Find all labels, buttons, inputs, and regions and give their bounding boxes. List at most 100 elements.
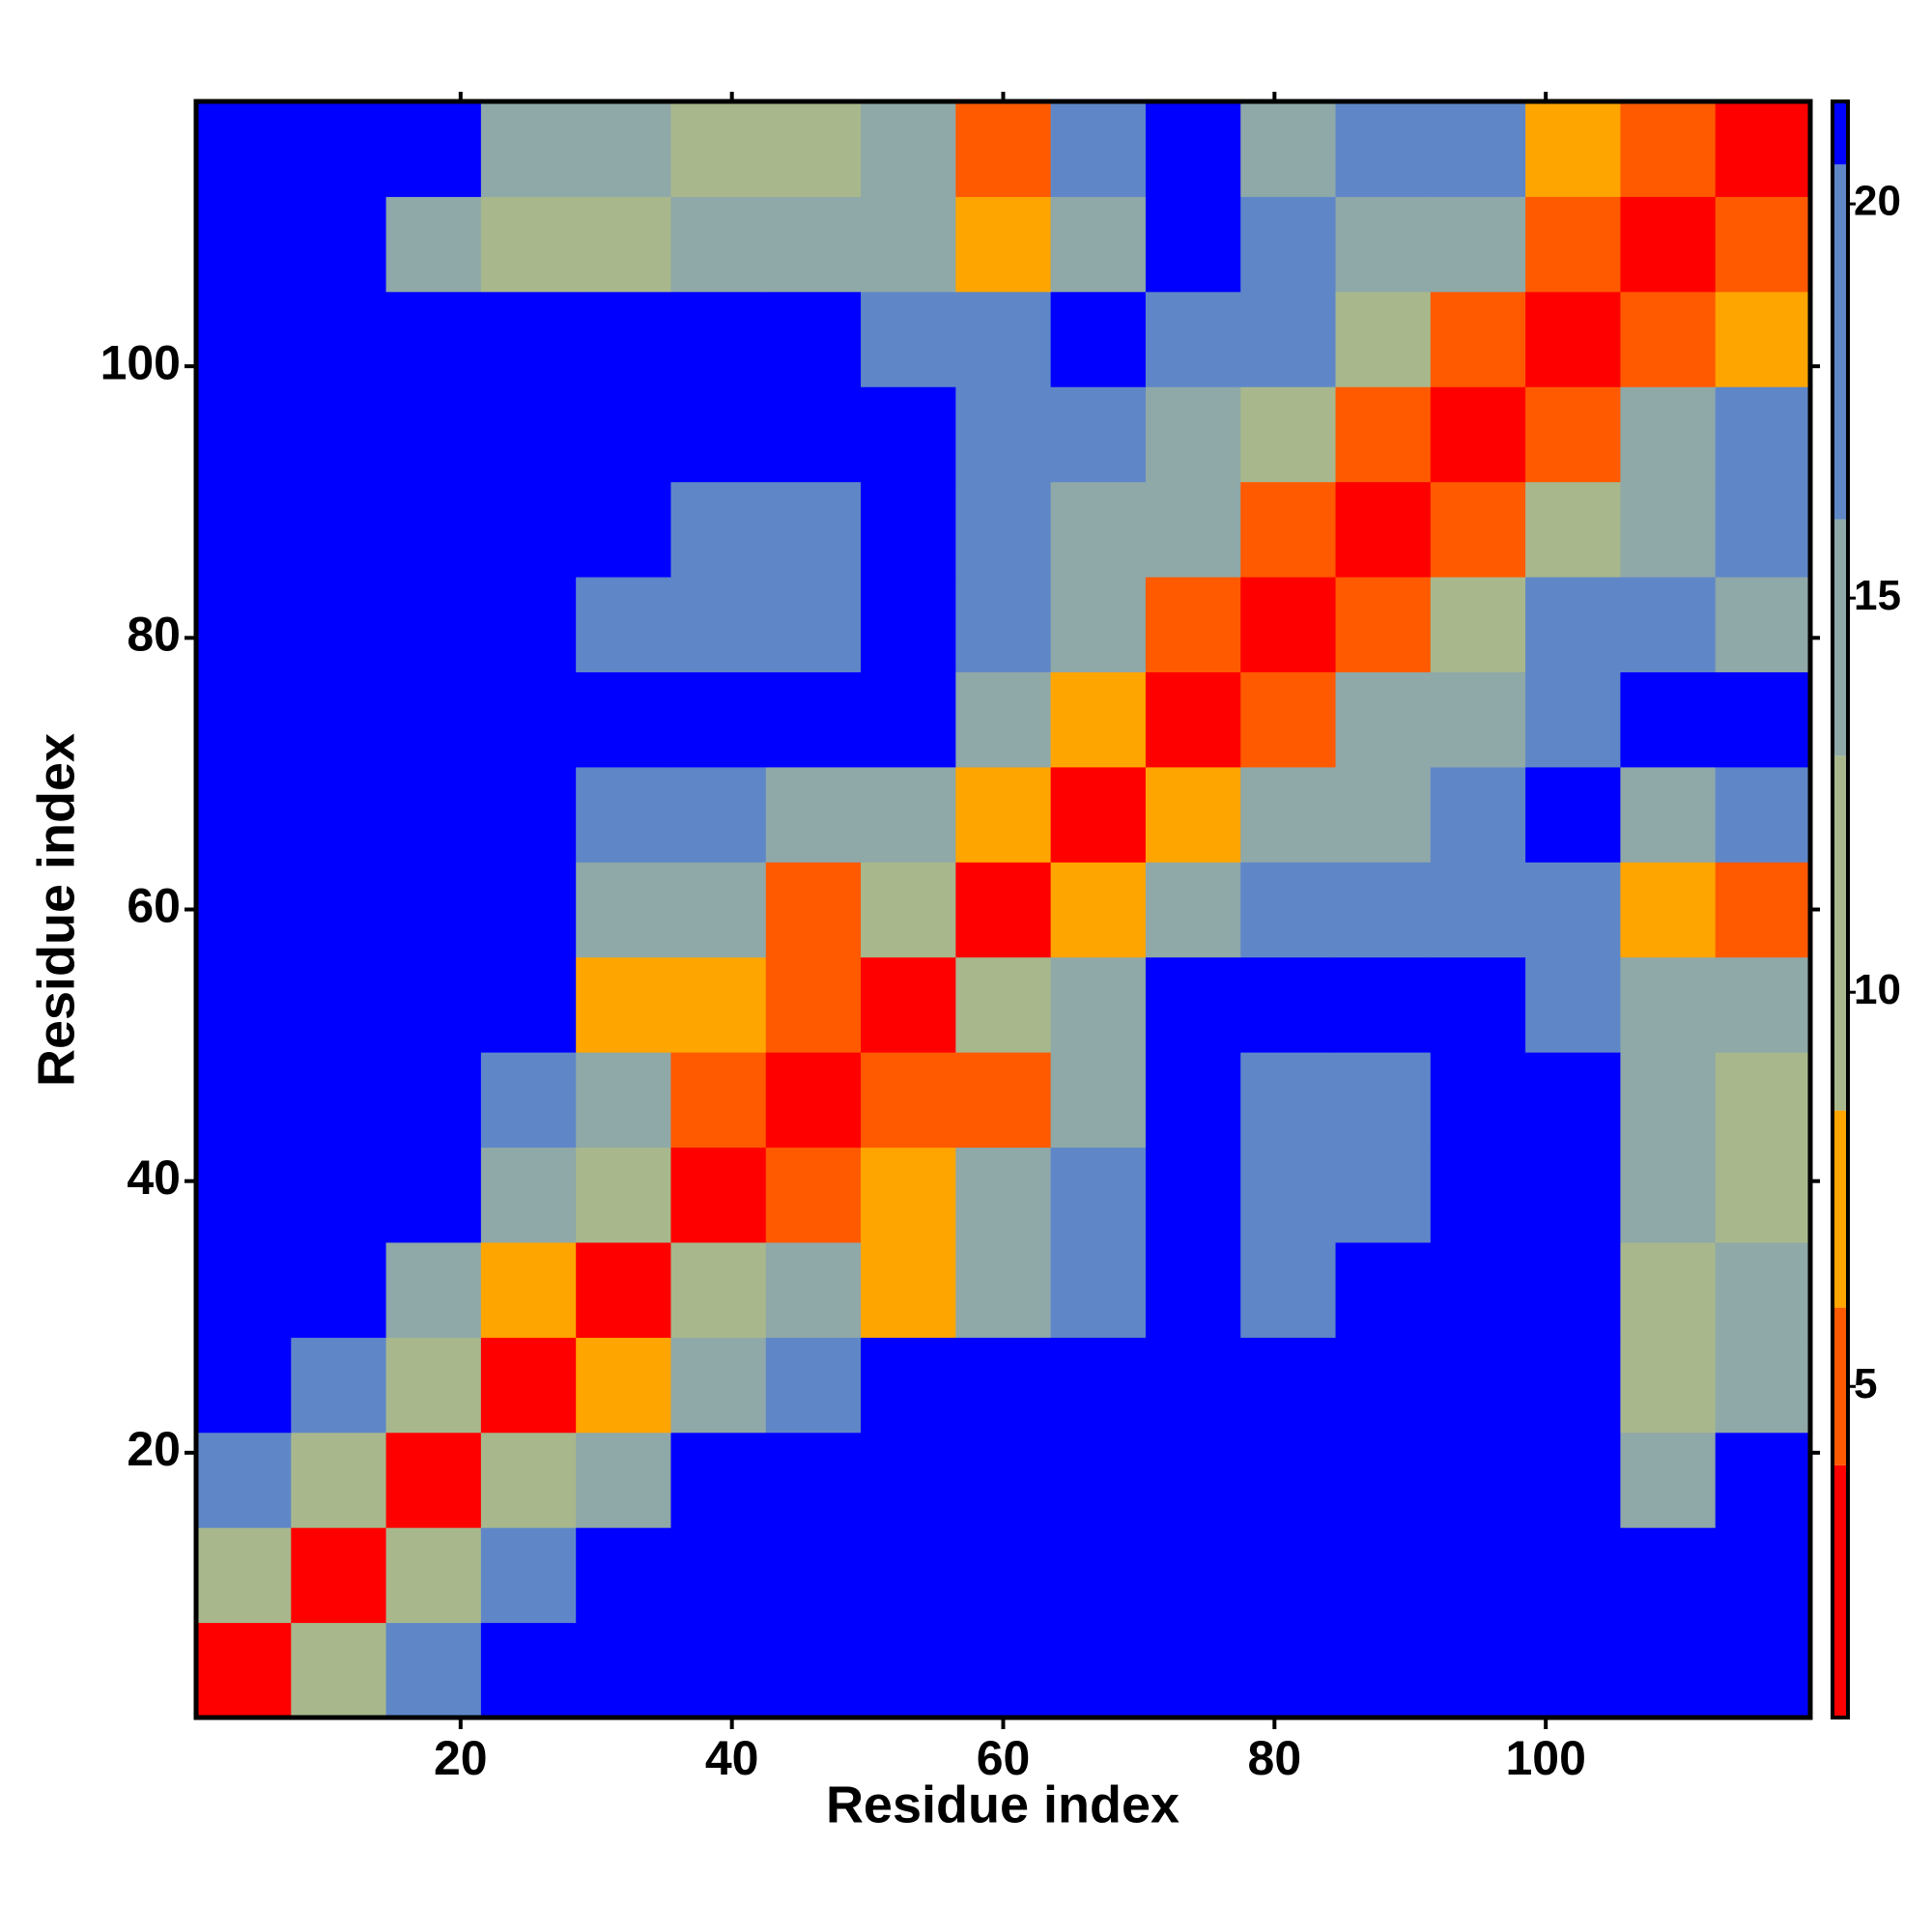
heatmap-cell [1050, 577, 1147, 672]
heatmap-cell [196, 1337, 292, 1434]
heatmap-cell [861, 1622, 956, 1719]
heatmap-cell [1525, 1337, 1621, 1434]
heatmap-cell [196, 1241, 292, 1338]
heatmap-cell [1525, 1622, 1621, 1719]
heatmap-cell [291, 1337, 387, 1434]
heatmap-cell [576, 291, 671, 387]
heatmap-cell [1430, 1432, 1526, 1528]
heatmap-cell [385, 481, 482, 578]
heatmap-cell [385, 766, 482, 863]
heatmap-cell [291, 577, 387, 672]
heatmap-cell [670, 577, 767, 672]
heatmap-cell [955, 386, 1052, 483]
heatmap-cell [385, 1052, 482, 1149]
heatmap-cell [955, 766, 1052, 863]
heatmap-cell [765, 766, 862, 863]
heatmap-cell [765, 956, 862, 1053]
heatmap-cell [861, 1527, 956, 1624]
heatmap-cell [1240, 1527, 1337, 1624]
heatmap-cell [1145, 1052, 1241, 1149]
heatmap-cell [861, 1052, 956, 1149]
colorbar-tick-label: 20 [1854, 178, 1901, 225]
heatmap-cell [670, 1337, 767, 1434]
heatmap-cell [576, 956, 671, 1053]
colorbar-tick-label: 10 [1854, 966, 1901, 1013]
heatmap-cell [480, 196, 577, 293]
heatmap-cell [1335, 101, 1432, 197]
heatmap-cell [1620, 577, 1717, 672]
y-axis-title: Residue index [27, 733, 85, 1087]
heatmap-cell [1525, 1432, 1621, 1528]
heatmap-cell [1715, 101, 1811, 197]
heatmap-cell [1145, 1527, 1241, 1624]
heatmap-cell [765, 1337, 862, 1434]
heatmap-cell [480, 291, 577, 387]
heatmap-cell [1715, 766, 1811, 863]
heatmap-cell [861, 577, 956, 672]
heatmap-cell [670, 862, 767, 958]
heatmap-cell [576, 196, 671, 293]
heatmap-cell [576, 1622, 671, 1719]
heatmap-cell [576, 386, 671, 483]
heatmap-cell [576, 1432, 671, 1528]
heatmap-cell [1620, 862, 1717, 958]
heatmap-cell [670, 1432, 767, 1528]
heatmap-cell [291, 956, 387, 1053]
heatmap-cell [861, 956, 956, 1053]
heatmap-cell [1620, 101, 1717, 197]
heatmap-cell [1240, 101, 1337, 197]
colorbar-tick-label: 15 [1854, 572, 1901, 619]
heatmap-cell [1430, 386, 1526, 483]
heatmap-cell [1525, 291, 1621, 387]
heatmap-cell [291, 386, 387, 483]
heatmap-cell [861, 1147, 956, 1243]
heatmap-cell [385, 1622, 482, 1719]
heatmap-cell [955, 1527, 1052, 1624]
heatmap-cell [385, 101, 482, 197]
heatmap-cell [670, 671, 767, 768]
heatmap-cell [385, 1337, 482, 1434]
heatmap-cell [1240, 671, 1337, 768]
heatmap-cell [1525, 101, 1621, 197]
heatmap-cell [1335, 1337, 1432, 1434]
heatmap-cell [385, 577, 482, 672]
heatmap-cell [196, 1432, 292, 1528]
heatmap-cell [861, 481, 956, 578]
heatmap-cell [196, 101, 292, 197]
heatmap-cell [1525, 577, 1621, 672]
heatmap-cell [955, 862, 1052, 958]
heatmap-cell [1050, 1337, 1147, 1434]
heatmap-cell [861, 386, 956, 483]
heatmap-cell [1145, 1241, 1241, 1338]
heatmap-cell [1525, 386, 1621, 483]
heatmap-cell [196, 196, 292, 293]
heatmap-cell [955, 671, 1052, 768]
heatmap-cell [1430, 1337, 1526, 1434]
heatmap-cell [1715, 1527, 1811, 1624]
heatmap-cell [1430, 101, 1526, 197]
heatmap-cell [1715, 1241, 1811, 1338]
heatmap-cell [385, 1432, 482, 1528]
heatmap-cell [1335, 1147, 1432, 1243]
heatmap-cell [861, 1337, 956, 1434]
heatmap-cell [955, 481, 1052, 578]
heatmap-cell [1240, 956, 1337, 1053]
heatmap-cell [765, 1241, 862, 1338]
heatmap-cell [1620, 956, 1717, 1053]
heatmap-cell [576, 101, 671, 197]
heatmap-cell [1050, 1052, 1147, 1149]
heatmap-cell [670, 1241, 767, 1338]
heatmap-cell [1715, 291, 1811, 387]
heatmap-cell [385, 862, 482, 958]
heatmap-cell [670, 766, 767, 863]
heatmap-cell [576, 1052, 671, 1149]
heatmap-cell [1145, 862, 1241, 958]
heatmap-cell [480, 1052, 577, 1149]
heatmap-cell [670, 956, 767, 1053]
heatmap-cell [196, 1527, 292, 1624]
heatmap-cell [1525, 862, 1621, 958]
heatmap-cell [1620, 1147, 1717, 1243]
heatmap-cell [576, 766, 671, 863]
colorbar-segment [1833, 1307, 1848, 1465]
heatmap-cell [1050, 1527, 1147, 1624]
